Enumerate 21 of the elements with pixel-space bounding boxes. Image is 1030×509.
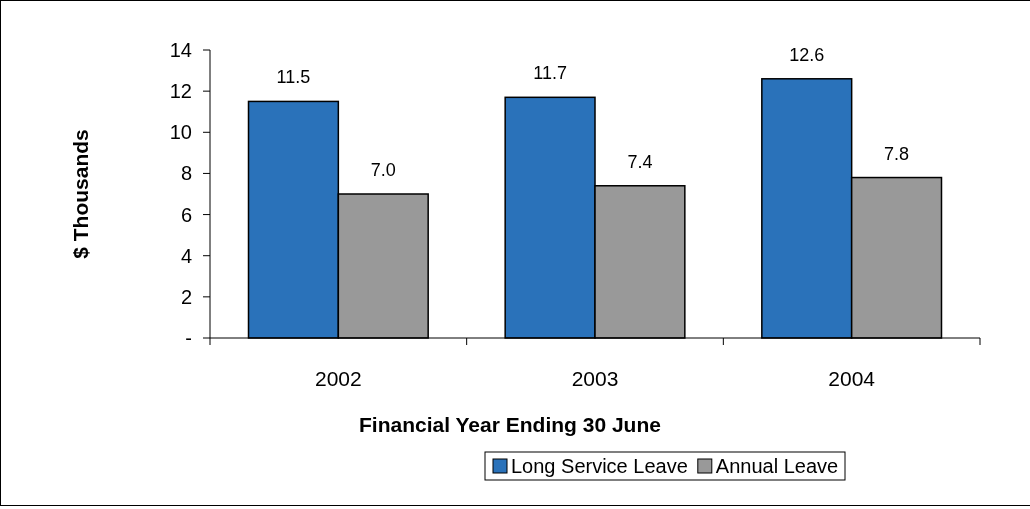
legend-label: Long Service Leave	[511, 455, 688, 477]
x-axis-title: Financial Year Ending 30 June	[359, 413, 661, 436]
data-label: 7.4	[627, 151, 653, 172]
data-label: 7.0	[370, 160, 396, 180]
data-label: 12.6	[789, 44, 825, 65]
y-axis-title: $ Thousands	[69, 129, 92, 259]
y-tick-label: -	[185, 327, 192, 349]
x-tick-label: 2003	[571, 367, 619, 390]
y-tick-label: 2	[180, 285, 192, 308]
y-tick-label: 10	[169, 121, 192, 144]
data-label: 11.7	[533, 63, 567, 84]
y-tick-label: 6	[180, 203, 192, 226]
y-tick-label: 14	[169, 39, 192, 61]
data-label: 11.5	[276, 67, 311, 88]
y-tick-label: 4	[180, 244, 192, 267]
y-tick-label: 8	[180, 162, 192, 185]
legend-label: Annual Leave	[715, 455, 839, 477]
data-label: 7.8	[884, 143, 910, 164]
x-tick-label: 2002	[314, 367, 362, 390]
y-tick-label: 12	[169, 80, 192, 103]
x-tick-label: 2004	[828, 367, 876, 390]
